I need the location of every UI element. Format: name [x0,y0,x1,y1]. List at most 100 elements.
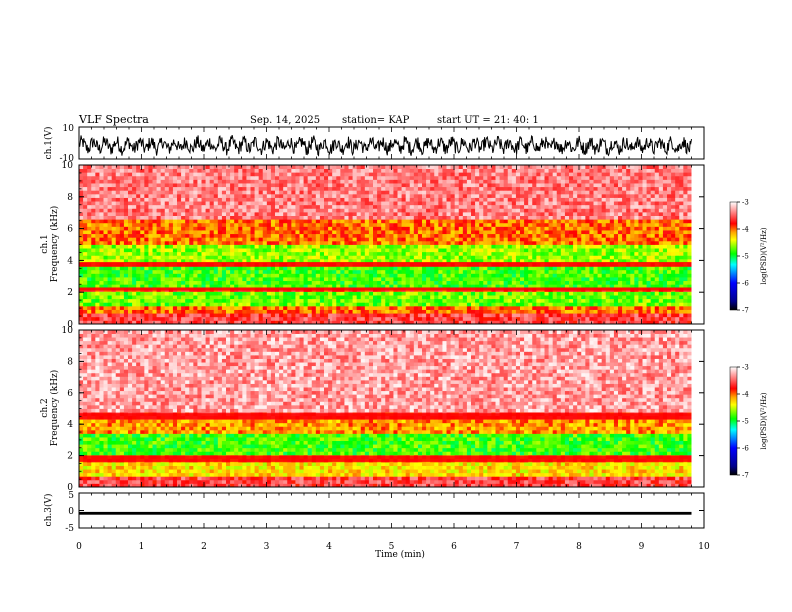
spectrogram-cell [585,269,590,274]
spectrogram-cell [597,280,603,285]
spectrogram-cell [475,277,480,282]
spectrogram-cell [234,277,239,282]
spectrogram-cell [515,277,521,282]
spectrogram-cell [254,280,260,285]
spectrogram-cell [352,233,358,238]
spectrogram-cell [140,222,145,227]
spectrogram-cell [164,219,170,224]
spectrogram-cell [348,244,353,249]
spectrogram-cell [103,291,108,296]
spectrogram-cell [79,230,84,235]
spectrogram-cell [324,240,329,245]
spectrogram-cell [462,295,468,300]
spectrogram-cell [311,248,317,253]
spectrogram-cell [654,309,660,314]
spectrogram-cell [462,211,468,216]
spectrogram-cell [389,255,394,260]
spectrogram-cell [340,266,345,271]
spectrogram-cell [536,309,541,314]
spectrogram-cell [164,298,170,303]
spectrogram-cell [295,240,300,245]
spectrogram-cell [671,211,676,216]
spectrogram-cell [152,233,157,238]
spectrogram-cell [385,277,390,282]
spectrogram-cell [450,313,456,318]
spectrogram-cell [324,226,329,231]
spectrogram-cell [336,266,341,271]
spectrogram-cell [609,255,615,260]
spectrogram-cell [128,269,133,274]
spectrogram-cell [442,219,447,224]
spectrogram-cell [299,305,304,310]
spectrogram-cell [332,269,337,274]
spectrogram-cell [123,204,129,209]
spectrogram-cell [189,251,194,256]
spectrogram-cell [520,305,525,310]
spectrogram-cell [156,280,162,285]
spectrogram-cell [275,219,280,224]
spectrogram-cell [589,219,594,224]
spectrogram-cell [254,273,260,278]
spectrogram-cell [107,244,113,249]
spectrogram-cell [340,284,345,289]
spectrogram-cell [107,266,113,271]
spectrogram-cell [397,219,402,224]
spectrogram-cell [618,269,623,274]
spectrogram-cell [140,320,145,325]
spectrogram-cell [515,273,521,278]
spectrogram-cell [630,244,635,249]
spectrogram-cell [642,251,647,256]
spectrogram-cell [238,211,243,216]
spectrogram-cell [471,211,476,216]
spectrogram-cell [144,233,149,238]
spectrogram-cell [99,226,104,231]
spectrogram-cell [479,266,484,271]
spectrogram-cell [266,226,272,231]
spectrogram-cell [234,222,239,227]
spectrogram-cell [132,233,137,238]
spectrogram-cell [564,269,570,274]
spectrogram-cell [189,309,194,314]
spectrogram-cell [181,208,186,213]
spectrogram-cell [417,313,423,318]
spectrogram-cell [569,230,574,235]
spectrogram-cell [532,222,537,227]
spectrogram-cell [152,284,157,289]
spectrogram-cell [491,298,496,303]
spectrogram-cell [83,215,88,220]
spectrogram-cell [638,309,643,314]
spectrogram-cell [638,313,643,318]
spectrogram-cell [626,305,631,310]
spectrogram-cell [646,320,652,325]
spectrogram-cell [160,313,166,318]
spectrogram-cell [336,226,341,231]
spectrogram-cell [164,240,170,245]
spectrogram-cell [393,320,398,325]
spectrogram-cell [511,226,517,231]
spectrogram-cell [487,215,492,220]
spectrogram-cell [466,244,472,249]
spectrogram-cell [95,266,100,271]
spectrogram-cell [217,280,223,285]
spectrogram-cell [524,284,529,289]
spectrogram-cell [434,269,439,274]
spectrogram-cell [483,298,488,303]
spectrogram-cell [389,226,394,231]
spectrogram-cell [658,240,664,245]
spectrogram-cell [417,215,423,220]
spectrogram-cell [450,208,456,213]
spectrogram-cell [662,309,668,314]
spectrogram-cell [373,204,378,209]
spectrogram-cell [532,269,537,274]
spectrogram-cell [115,248,121,253]
spectrogram-cell [569,291,574,296]
spectrogram-cell [107,204,113,209]
spectrogram-cell [234,237,239,242]
spectrogram-cell [197,255,202,260]
spectrogram-cell [401,258,407,263]
spectrogram-cell [409,258,415,263]
spectrogram-cell [409,219,415,224]
spectrogram-cell [507,309,513,314]
spectrogram-cell [119,258,125,263]
spectrogram-cell [397,295,402,300]
